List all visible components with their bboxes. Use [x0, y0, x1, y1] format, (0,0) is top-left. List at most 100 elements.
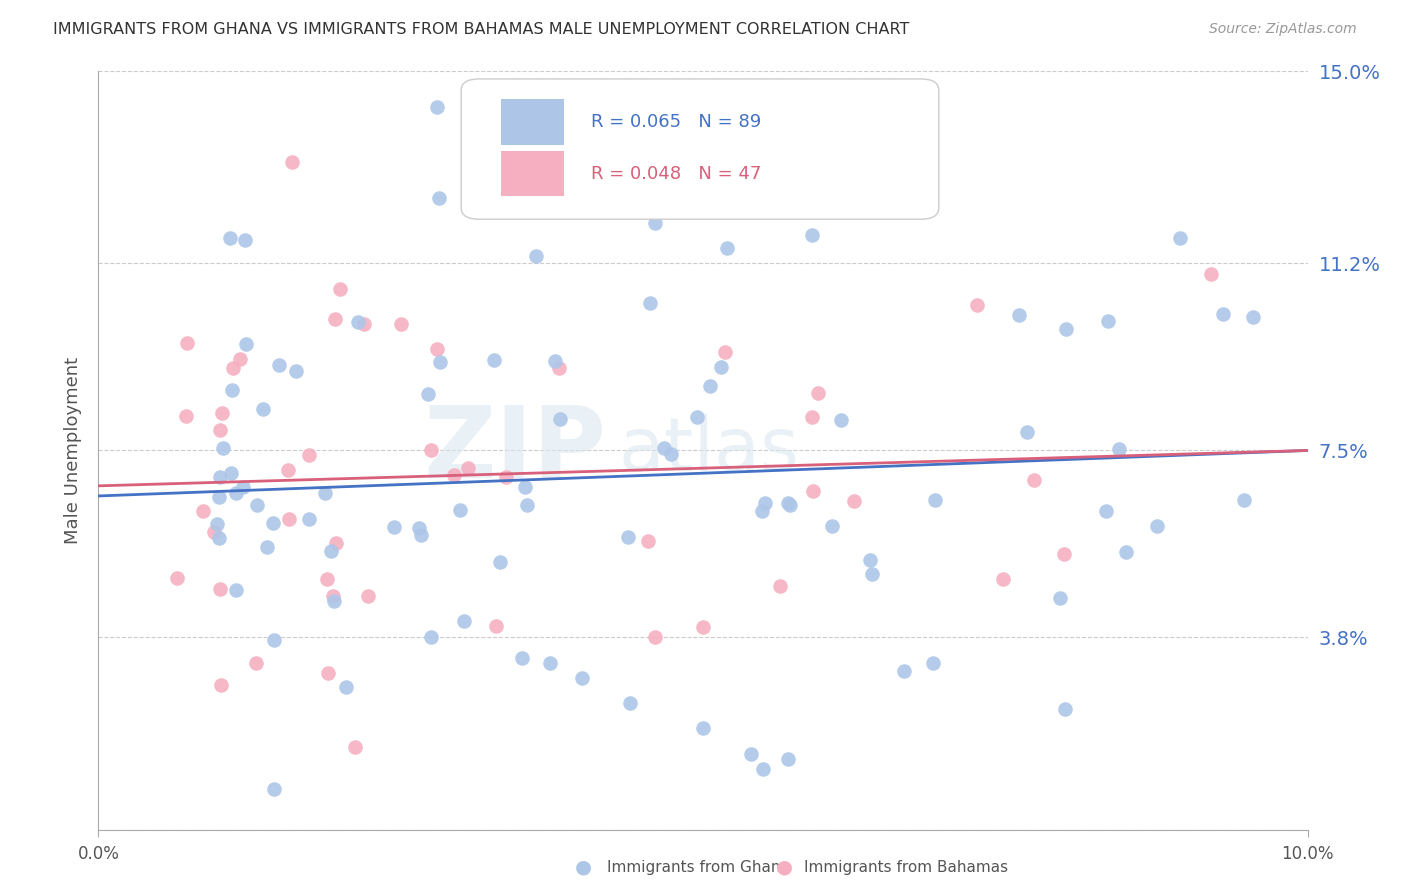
Point: [343, 740, 366, 755]
Point: [859, 552, 882, 566]
Point: [245, 656, 267, 670]
Text: ZIP: ZIP: [423, 402, 606, 499]
Point: [484, 352, 506, 367]
Point: [174, 409, 197, 424]
Point: [714, 344, 737, 359]
Point: [1095, 504, 1118, 518]
Point: [740, 747, 762, 761]
Point: [644, 216, 666, 230]
Point: [298, 512, 321, 526]
Point: [1146, 519, 1168, 533]
Point: [209, 678, 232, 692]
Point: [485, 619, 508, 633]
Point: [801, 484, 824, 499]
Point: [510, 650, 533, 665]
Point: [233, 233, 256, 247]
Point: [769, 579, 792, 593]
Point: [284, 364, 307, 378]
Point: [513, 479, 536, 493]
Text: Immigrants from Ghana: Immigrants from Ghana: [607, 860, 790, 874]
Point: [347, 315, 370, 329]
Text: atlas: atlas: [619, 414, 800, 487]
Point: [1115, 544, 1137, 558]
Point: [751, 504, 773, 518]
Point: [426, 343, 449, 357]
Point: [262, 516, 284, 530]
Point: [263, 633, 285, 648]
Text: ●: ●: [575, 857, 592, 877]
Point: [443, 468, 465, 483]
Point: [277, 463, 299, 477]
Point: [893, 664, 915, 678]
Point: [1053, 702, 1076, 716]
Text: R = 0.048   N = 47: R = 0.048 N = 47: [591, 165, 761, 183]
Point: [754, 495, 776, 509]
Point: [281, 155, 304, 169]
Point: [221, 466, 243, 480]
Point: [644, 631, 666, 645]
Point: [225, 486, 247, 500]
Point: [659, 447, 682, 461]
Point: [382, 519, 405, 533]
Y-axis label: Male Unemployment: Male Unemployment: [63, 357, 82, 544]
Point: [427, 191, 450, 205]
Point: [325, 536, 347, 550]
Point: [1017, 425, 1039, 440]
Point: [211, 406, 233, 420]
Point: [538, 657, 561, 671]
Point: [1243, 310, 1265, 324]
Point: [1097, 314, 1119, 328]
Point: [1212, 307, 1234, 321]
Point: [1168, 231, 1191, 245]
Point: [489, 555, 512, 569]
Point: [356, 589, 378, 603]
Point: [921, 656, 943, 670]
FancyBboxPatch shape: [461, 79, 939, 219]
Point: [1008, 309, 1031, 323]
Point: [550, 411, 572, 425]
Point: [202, 524, 225, 539]
FancyBboxPatch shape: [501, 99, 564, 145]
Point: [263, 782, 285, 797]
Point: [844, 493, 866, 508]
Point: [267, 358, 290, 372]
Point: [232, 480, 254, 494]
Point: [619, 696, 641, 710]
Point: [411, 528, 433, 542]
Point: [652, 441, 675, 455]
Point: [1232, 492, 1254, 507]
Point: [1108, 442, 1130, 457]
Text: IMMIGRANTS FROM GHANA VS IMMIGRANTS FROM BAHAMAS MALE UNEMPLOYMENT CORRELATION C: IMMIGRANTS FROM GHANA VS IMMIGRANTS FROM…: [53, 22, 910, 37]
Point: [1024, 473, 1046, 487]
Point: [716, 241, 738, 255]
Point: [416, 387, 439, 401]
Point: [166, 571, 188, 585]
Point: [329, 282, 352, 296]
Point: [252, 401, 274, 416]
Point: [453, 615, 475, 629]
Point: [524, 250, 547, 264]
Point: [778, 496, 800, 510]
Point: [924, 492, 946, 507]
Point: [228, 351, 250, 366]
Point: [208, 490, 231, 504]
Point: [208, 470, 231, 484]
Point: [212, 442, 235, 456]
Point: [860, 567, 883, 582]
Point: [547, 186, 569, 200]
Text: ●: ●: [776, 857, 793, 877]
Point: [548, 360, 571, 375]
Point: [209, 582, 232, 597]
Point: [807, 386, 830, 401]
Point: [692, 722, 714, 736]
Point: [991, 572, 1014, 586]
Point: [318, 665, 340, 680]
Point: [322, 589, 344, 603]
Point: [235, 336, 257, 351]
Text: Source: ZipAtlas.com: Source: ZipAtlas.com: [1209, 22, 1357, 37]
Point: [752, 762, 775, 776]
Point: [191, 504, 214, 518]
Point: [1054, 322, 1077, 336]
Point: [219, 231, 242, 245]
Text: R = 0.065   N = 89: R = 0.065 N = 89: [591, 113, 761, 131]
